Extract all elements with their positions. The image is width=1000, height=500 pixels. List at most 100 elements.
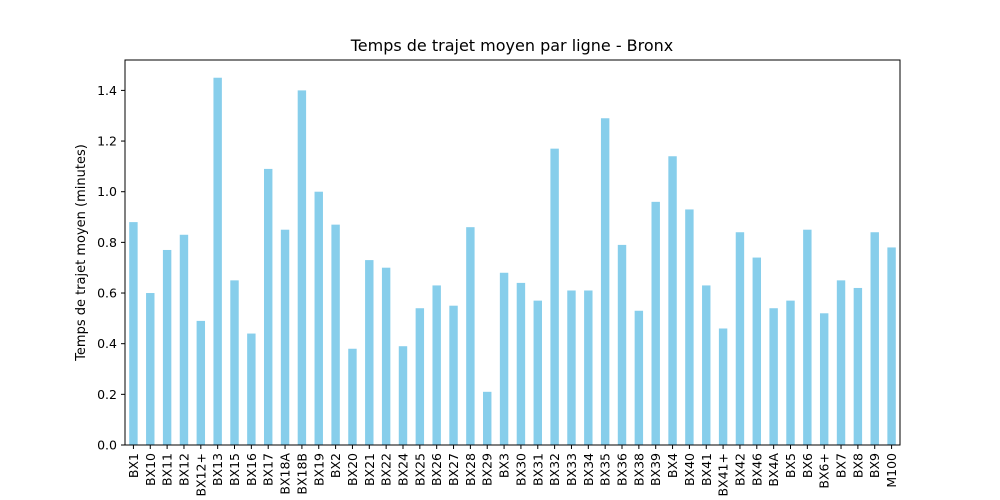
- x-tick-label: BX13: [210, 453, 225, 486]
- x-tick-label: BX28: [463, 453, 478, 486]
- bar-bx1: [129, 222, 138, 445]
- bar-bx16: [247, 333, 256, 445]
- bar-bx42: [735, 232, 745, 445]
- x-tick-label: BX12: [176, 453, 191, 486]
- bar-bx32: [550, 148, 559, 446]
- bar-bx33: [567, 290, 576, 445]
- x-tick-label: BX46: [749, 453, 764, 486]
- x-tick-label: BX29: [480, 453, 495, 486]
- x-tick-label: M100: [884, 453, 899, 488]
- bar-bx13: [213, 77, 222, 446]
- x-tick-label: BX21: [362, 453, 377, 486]
- x-tick-label: BX39: [648, 453, 663, 486]
- bar-bx19: [314, 191, 323, 445]
- bar-bx27: [449, 305, 458, 445]
- bar-bx18b: [297, 90, 307, 445]
- x-tick-label: BX40: [682, 453, 697, 486]
- x-tick-label: BX19: [311, 453, 326, 486]
- bar-bx4: [668, 156, 677, 445]
- bar-bx36: [617, 244, 627, 445]
- bar-bx29: [483, 391, 492, 445]
- x-tick-label: BX41+: [716, 453, 731, 497]
- bar-bx17: [263, 168, 273, 445]
- x-tick-label: BX30: [513, 453, 528, 486]
- bar-bx40: [685, 209, 694, 445]
- x-tick-label: BX36: [615, 453, 630, 486]
- x-tick-label: BX34: [581, 453, 596, 486]
- x-tick-label: BX12+: [193, 453, 208, 497]
- bar-bx46: [752, 257, 762, 445]
- bar-bx11: [162, 249, 172, 445]
- x-tick-label: BX27: [446, 453, 461, 486]
- bar-bx8: [853, 287, 863, 445]
- x-tick-label: BX3: [497, 453, 512, 478]
- bar-bx31: [533, 300, 542, 445]
- bar-bx4a: [769, 308, 778, 445]
- x-tick-label: BX32: [547, 453, 562, 486]
- y-tick-label: 0.6: [97, 286, 117, 301]
- bar-bx12: [179, 234, 189, 445]
- bar-bx6-: [819, 313, 829, 445]
- x-axis: BX1 BX10 BX11 BX12 BX12+ BX13 BX15 BX16 BX17 BX18…: [126, 445, 899, 497]
- bar-bx41-: [718, 328, 728, 445]
- x-tick-label: BX38: [631, 453, 646, 486]
- x-tick-label: BX18A: [278, 453, 293, 495]
- x-tick-label: BX24: [395, 453, 410, 486]
- bar-bx7: [836, 280, 846, 445]
- plot-frame: [124, 59, 901, 446]
- y-tick-label: 1.4: [97, 83, 117, 98]
- bar-bx6: [803, 229, 812, 445]
- x-tick-label: BX22: [379, 453, 394, 486]
- x-tick-label: BX4A: [766, 453, 781, 487]
- y-tick-label: 0.2: [97, 387, 117, 402]
- x-tick-label: BX31: [530, 453, 545, 486]
- x-tick-label: BX18B: [294, 453, 309, 495]
- bar-bx12-: [196, 320, 206, 445]
- bars-group: [129, 77, 896, 446]
- x-tick-label: BX9: [867, 453, 882, 478]
- x-tick-label: BX26: [429, 453, 444, 486]
- bar-bx28: [466, 227, 475, 445]
- x-tick-label: BX5: [783, 453, 798, 478]
- x-tick-label: BX1: [126, 453, 141, 478]
- bar-bx34: [584, 290, 593, 445]
- bar-bx24: [398, 346, 408, 445]
- bar-bx22: [381, 267, 391, 445]
- y-axis-label: Temps de trajet moyen (minutes): [74, 144, 89, 362]
- y-tick-label: 0.8: [97, 235, 117, 250]
- x-tick-label: BX7: [834, 453, 849, 478]
- bar-bx9: [870, 232, 879, 445]
- x-tick-label: BX25: [412, 453, 427, 486]
- bar-bx25: [415, 308, 425, 445]
- bar-bx18a: [280, 229, 290, 445]
- y-tick-label: 0.4: [97, 336, 117, 351]
- bar-bx2: [331, 224, 340, 445]
- y-tick-label: 1.0: [97, 184, 117, 199]
- bar-bx39: [651, 201, 660, 445]
- x-tick-label: BX10: [143, 453, 158, 486]
- bar-bx15: [230, 280, 239, 445]
- bar-bx38: [634, 310, 644, 445]
- y-tick-label: 0.0: [97, 438, 117, 453]
- bar-m100: [887, 247, 896, 445]
- y-tick-label: 1.2: [97, 134, 117, 149]
- x-tick-label: BX4: [665, 453, 680, 478]
- x-tick-label: BX17: [261, 453, 276, 486]
- y-axis: 0.0 0.2 0.4 0.6 0.8 1.0 1.2 1.4: [97, 83, 125, 453]
- bar-bx30: [516, 282, 526, 445]
- x-tick-label: BX20: [345, 453, 360, 486]
- chart-title: Temps de trajet moyen par ligne - Bronx: [350, 36, 674, 55]
- bar-bx21: [365, 260, 374, 445]
- x-tick-label: BX15: [227, 453, 242, 486]
- bar-bx41: [702, 285, 711, 445]
- x-tick-label: BX11: [160, 453, 175, 486]
- bar-bx20: [348, 348, 357, 445]
- x-tick-label: BX2: [328, 453, 343, 478]
- x-tick-label: BX6+: [817, 453, 832, 489]
- x-tick-label: BX16: [244, 453, 259, 486]
- bar-bx26: [432, 285, 441, 445]
- x-tick-label: BX33: [564, 453, 579, 486]
- x-tick-label: BX41: [699, 453, 714, 486]
- bar-bx5: [786, 300, 795, 445]
